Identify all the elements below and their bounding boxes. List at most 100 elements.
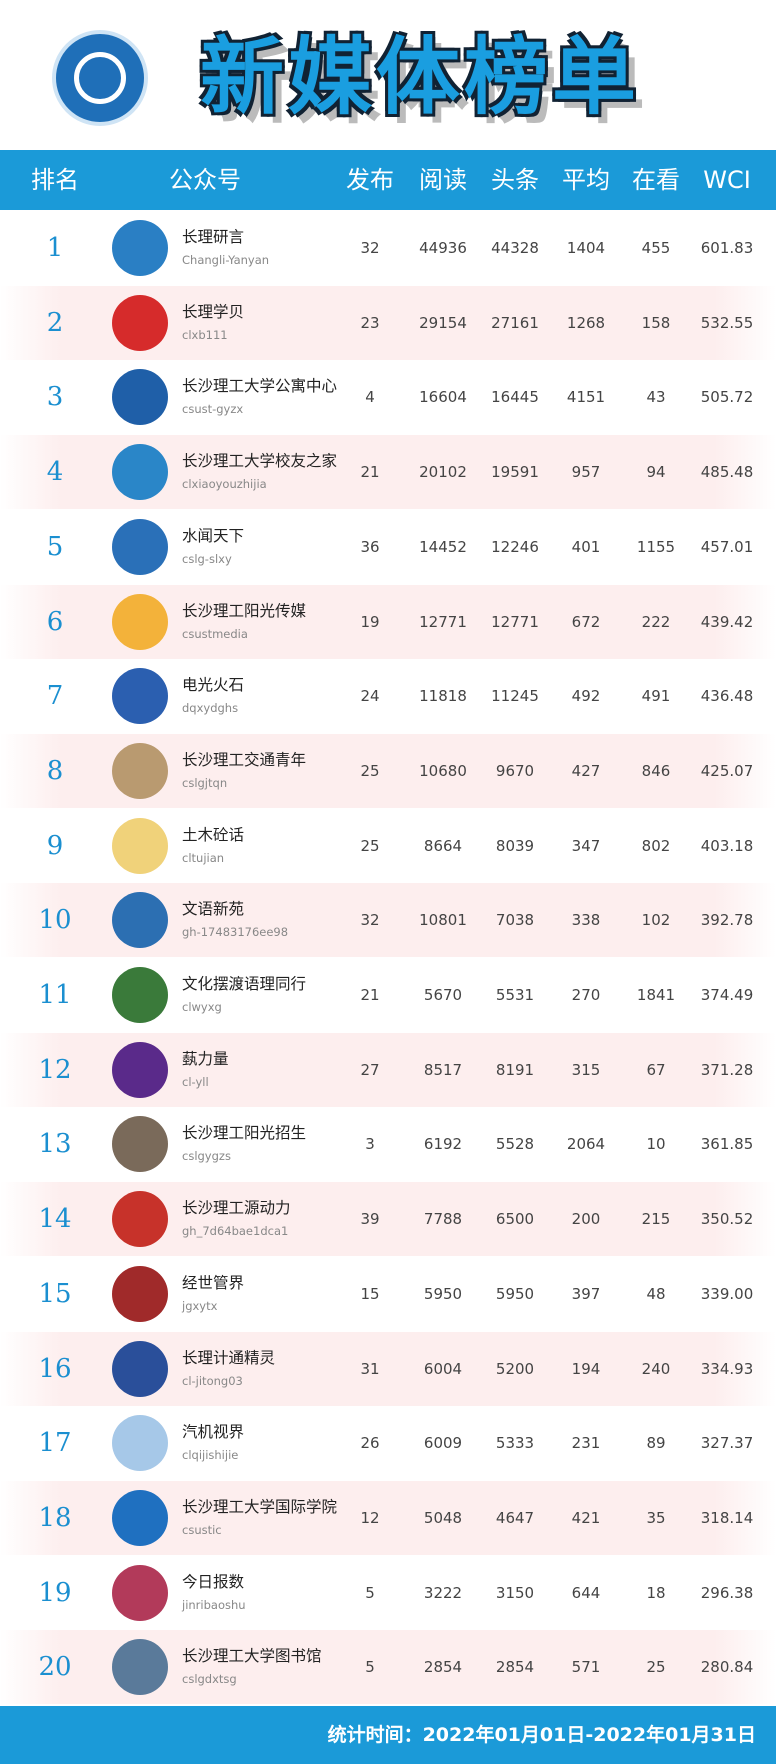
metric-cell: 339.00 <box>700 1284 754 1303</box>
metric-cell: 403.18 <box>700 836 754 855</box>
metric-cell: 94 <box>646 463 666 482</box>
rank: 19 <box>38 1577 72 1608</box>
metric-cell: 29154 <box>419 313 467 332</box>
account-id: dqxydghs <box>182 701 239 716</box>
metric-cell: 27 <box>360 1060 380 1079</box>
metric-cell: 5200 <box>495 1359 535 1378</box>
column-header: 排名 <box>31 166 79 194</box>
metric-cell: 21 <box>360 986 380 1004</box>
account-id: jgxytx <box>182 1298 218 1313</box>
metric-cell: 43 <box>646 388 666 407</box>
table-row: 14 长沙理工源动力 gh_7d64bae1dca1 39 7788 6500 200 215… <box>0 1182 776 1257</box>
rank: 16 <box>38 1353 72 1384</box>
metric-cell: 8191 <box>495 1060 535 1079</box>
account-avatar <box>112 1639 168 1696</box>
table-row: 1 长理研言 Changli-Yanyan 32 44936 44328 1404 455 60… <box>0 211 776 285</box>
metric-cell: 4647 <box>495 1508 535 1527</box>
account-avatar <box>112 518 168 575</box>
account-id: csustmedia <box>182 626 248 641</box>
account-id: cslgjtqn <box>182 775 228 790</box>
account-name: 文化摆渡语理同行 <box>182 975 307 993</box>
table-row: 15 经世管界 jgxytx 15 5950 5950 397 48 339.00 <box>0 1257 776 1331</box>
metric-cell: 8517 <box>423 1060 463 1079</box>
metric-cell: 491 <box>641 687 671 706</box>
account-id: cl-yll <box>182 1074 209 1089</box>
account-avatar <box>112 1489 168 1546</box>
account-avatar <box>112 1116 168 1173</box>
account-avatar <box>112 593 168 650</box>
account-name: 汽机视界 <box>182 1423 245 1442</box>
account-id: cltujian <box>182 850 225 865</box>
metric-cell: 1155 <box>636 537 676 556</box>
metric-cell: 361.85 <box>700 1135 754 1154</box>
metric-cell: 27161 <box>491 313 539 332</box>
metric-cell: 8039 <box>495 836 535 855</box>
account-id: gh_7d64bae1dca1 <box>182 1224 289 1239</box>
metric-cell: 421 <box>571 1508 601 1527</box>
metric-cell: 347 <box>571 836 601 855</box>
account-avatar <box>112 220 168 276</box>
metric-cell: 5531 <box>495 986 535 1004</box>
account-name: 长理学贝 <box>182 302 245 321</box>
account-id: csustic <box>182 1522 222 1537</box>
metric-cell: 571 <box>571 1658 601 1677</box>
metric-cell: 12 <box>360 1508 380 1527</box>
metric-cell: 492 <box>571 687 601 706</box>
metric-cell: 846 <box>641 761 671 780</box>
rank: 10 <box>38 905 72 936</box>
metric-cell: 4151 <box>566 388 606 407</box>
account-name: 文语新苑 <box>182 900 245 919</box>
account-name: 长沙理工大学校友之家 <box>182 452 338 471</box>
metric-cell: 532.55 <box>700 313 754 332</box>
account-name: 长沙理工大学图书馆 <box>182 1647 322 1666</box>
account-id: Changli-Yanyan <box>182 253 270 267</box>
account-avatar <box>112 1041 168 1098</box>
metric-cell: 425.07 <box>700 761 754 780</box>
account-name: 蓺力量 <box>182 1049 229 1068</box>
metric-cell: 280.84 <box>700 1658 754 1677</box>
metric-cell: 7038 <box>495 911 535 930</box>
metric-cell: 24 <box>360 687 380 706</box>
university-logo <box>52 30 148 126</box>
account-id: clwyxg <box>182 1000 222 1014</box>
account-avatar <box>112 1340 168 1397</box>
rank: 9 <box>46 830 64 861</box>
column-header: 阅读 <box>419 166 467 194</box>
rank: 2 <box>46 307 64 338</box>
rank: 6 <box>46 606 64 637</box>
account-name: 长沙理工源动力 <box>182 1199 291 1218</box>
metric-cell: 32 <box>360 239 380 257</box>
table-row: 20 长沙理工大学图书馆 cslgdxtsg 5 2854 2854 571 25 280.84 <box>0 1630 776 1705</box>
account-avatar <box>112 294 168 351</box>
account-name: 长理研言 <box>182 228 245 246</box>
account-id: clxiaoyouzhijia <box>182 477 267 492</box>
table-row: 19 今日报数 jinribaoshu 5 3222 3150 644 18 296.38 <box>0 1556 776 1630</box>
metric-cell: 5048 <box>423 1508 463 1527</box>
metric-cell: 5 <box>365 1658 375 1677</box>
metric-cell: 5 <box>365 1583 375 1602</box>
metric-cell: 25 <box>360 761 380 780</box>
metric-cell: 601.83 <box>700 239 754 257</box>
metric-cell: 3150 <box>495 1583 535 1602</box>
metric-cell: 67 <box>646 1060 666 1079</box>
account-name: 土木砼话 <box>182 825 245 844</box>
rank: 5 <box>46 531 64 562</box>
table-row: 5 水闻天下 cslg-slxy 36 14452 12246 401 1155 457.01 <box>0 510 776 584</box>
column-header: 发布 <box>346 166 394 194</box>
account-name: 长沙理工交通青年 <box>182 750 307 769</box>
rank: 1 <box>46 233 64 263</box>
account-name: 长沙理工阳光招生 <box>182 1124 307 1143</box>
metric-cell: 10801 <box>419 911 467 930</box>
rank: 8 <box>46 755 64 786</box>
metric-cell: 457.01 <box>700 537 754 556</box>
metric-cell: 44328 <box>491 239 539 257</box>
account-id: cslgygzs <box>182 1149 231 1164</box>
table-header: 排名 公众号 发布 阅读 头条 平均 在看 WCI <box>0 150 776 210</box>
account-avatar <box>112 1265 168 1322</box>
metric-cell: 32 <box>360 911 380 930</box>
rank: 4 <box>46 457 64 488</box>
account-name: 电光火石 <box>182 676 245 695</box>
account-name: 长沙理工大学国际学院 <box>182 1497 338 1516</box>
table-row: 18 长沙理工大学国际学院 csustic 12 5048 4647 421 35 318.14 <box>0 1480 776 1555</box>
metric-cell: 957 <box>571 463 601 482</box>
